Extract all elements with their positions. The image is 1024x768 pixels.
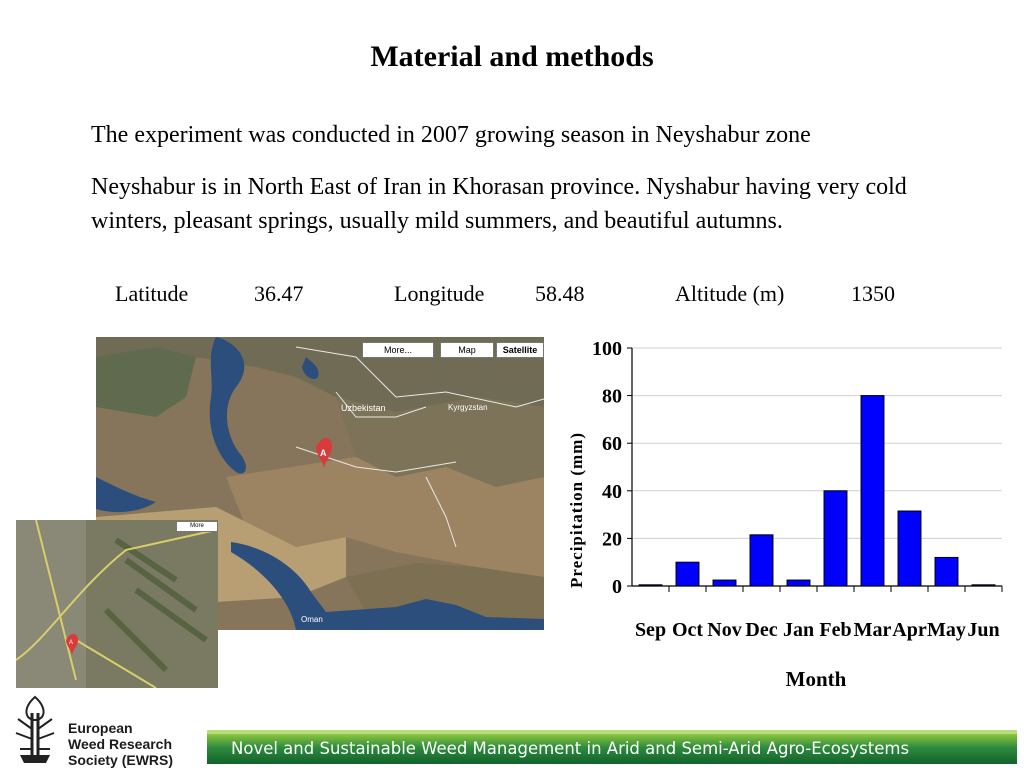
org-line-2: Weed Research	[68, 736, 173, 752]
y-tick-label: 80	[602, 386, 622, 408]
location-paragraph: Neyshabur is in North East of Iran in Kh…	[91, 174, 907, 234]
precipitation-chart: 0 20 40 60 80 100 Sep Oct Nov Dec Jan Feb Mar Apr May…	[567, 338, 1003, 691]
intro-paragraph: The experiment was conducted in 2007 gro…	[91, 122, 811, 148]
org-line-1: European	[68, 720, 133, 736]
country-label-oman: Oman	[301, 615, 323, 624]
slide-title: Material and methods	[370, 40, 654, 73]
local-map-image	[16, 520, 218, 688]
y-tick-label: 100	[592, 338, 622, 360]
altitude-value: 1350	[851, 281, 895, 306]
x-tick-label-jan: Jan	[783, 619, 814, 641]
bar-feb	[823, 490, 848, 587]
bar-jan	[786, 579, 811, 587]
map-marker-icon	[316, 438, 332, 469]
y-tick-label: 40	[602, 481, 622, 503]
y-axis-label: Precipitation (mm)	[567, 432, 586, 588]
chart-y-ticks: 0 20 40 60 80 100	[592, 338, 632, 598]
y-tick-label: 60	[602, 433, 622, 455]
org-line-3: Society (EWRS)	[68, 752, 174, 768]
bar-dec	[749, 534, 774, 587]
chart-axes	[631, 348, 1002, 587]
x-tick-label-oct: Oct	[672, 619, 703, 641]
map-more-button[interactable]: More...	[362, 342, 434, 358]
x-tick-label-sep: Sep	[635, 619, 666, 641]
country-label-kyrgyzstan: Kyrgyzstan	[448, 403, 488, 412]
bar-mar	[860, 395, 885, 587]
local-map-more-button[interactable]: More	[176, 521, 218, 532]
bar-jun	[971, 584, 996, 587]
x-tick-label-jun: Jun	[967, 619, 999, 641]
y-tick-label: 0	[612, 576, 622, 598]
chart-x-ticks: Sep Oct Nov Dec Jan Feb Mar Apr May Jun	[635, 586, 1003, 641]
satellite-type-button[interactable]: Satellite	[496, 342, 544, 358]
latitude-value: 36.47	[254, 281, 304, 306]
chart-bars	[638, 395, 996, 587]
x-tick-label-mar: Mar	[854, 619, 892, 641]
chart-gridlines	[632, 347, 1002, 539]
x-tick-label-nov: Nov	[707, 619, 741, 641]
longitude-value: 58.48	[535, 281, 585, 306]
x-tick-label-dec: Dec	[745, 619, 777, 641]
bar-may	[934, 556, 959, 587]
latitude-label: Latitude	[115, 281, 189, 306]
x-axis-label: Month	[786, 667, 847, 691]
country-label-uzbekistan: Uzbekistan	[341, 403, 386, 413]
x-tick-label-feb: Feb	[819, 619, 851, 641]
map-type-button[interactable]: Map	[440, 342, 494, 358]
local-marker-label: A	[69, 640, 74, 646]
longitude-label: Longitude	[394, 281, 485, 306]
local-map[interactable]: More A	[16, 520, 218, 688]
altitude-label: Altitude (m)	[675, 281, 785, 306]
bar-nov	[712, 579, 737, 587]
x-tick-label-may: May	[927, 619, 966, 641]
bar-sep	[638, 584, 663, 587]
bar-apr	[897, 510, 922, 587]
banner-text: Novel and Sustainable Weed Management in…	[231, 739, 910, 758]
ewrs-logo-icon	[15, 695, 55, 763]
marker-label: A	[320, 448, 327, 458]
local-map-marker-icon	[66, 634, 78, 656]
organization-name: European Weed Research Society (EWRS)	[68, 720, 173, 768]
x-tick-label-apr: Apr	[892, 619, 927, 641]
bar-oct	[675, 561, 700, 587]
footer-banner: Novel and Sustainable Weed Management in…	[207, 730, 1017, 764]
y-tick-label: 20	[602, 528, 622, 550]
